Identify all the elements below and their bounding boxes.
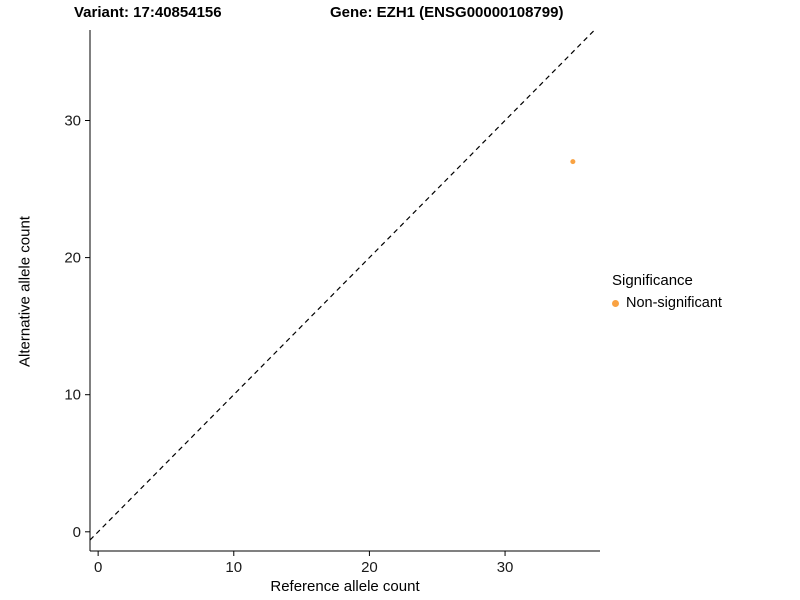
x-tick-label: 30 — [497, 559, 514, 576]
legend-dot-icon — [612, 299, 619, 307]
x-tick-label: 10 — [225, 559, 242, 576]
y-tick-label: 30 — [64, 112, 81, 129]
x-tick-label: 20 — [361, 559, 378, 576]
y-axis-label: Alternative allele count — [16, 216, 34, 367]
plot-title-gene: Gene: EZH1 (ENSG00000108799) — [330, 4, 564, 21]
legend: Significance Non-significant — [612, 272, 722, 311]
legend-entry-label: Non-significant — [626, 295, 722, 311]
identity-line — [89, 29, 596, 541]
legend-entry: Non-significant — [612, 295, 722, 311]
y-tick-label: 0 — [73, 524, 81, 541]
plot-title-variant: Variant: 17:40854156 — [74, 4, 222, 21]
x-tick-label: 0 — [94, 559, 102, 576]
y-tick-label: 10 — [64, 387, 81, 404]
y-tick-label: 20 — [64, 250, 81, 267]
legend-title: Significance — [612, 272, 693, 289]
x-axis-label: Reference allele count — [270, 578, 420, 595]
data-point — [570, 159, 576, 165]
